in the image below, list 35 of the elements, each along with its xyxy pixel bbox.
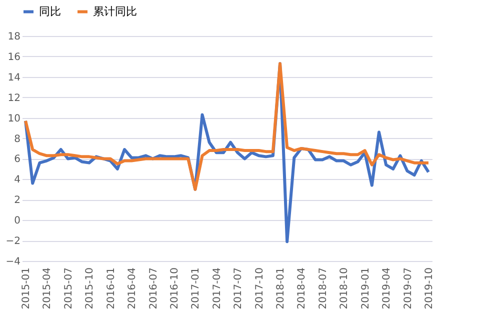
x-tick-label: 2015-01 <box>21 268 32 310</box>
x-tick-label: 2019-10 <box>424 268 435 310</box>
y-tick-label: 18 <box>8 32 20 42</box>
y-tick-label: 12 <box>8 92 20 104</box>
y-tick-label: 14 <box>8 72 20 84</box>
y-tick-label: 4 <box>14 174 20 186</box>
y-tick-label: −4 <box>6 256 20 268</box>
legend-label: 累计同比 <box>93 4 137 18</box>
x-tick-label: 2015-10 <box>84 268 96 310</box>
x-tick-label: 2019-04 <box>382 268 393 310</box>
y-tick-label: −2 <box>6 236 20 248</box>
x-tick-label: 2015-07 <box>63 268 74 310</box>
y-tick-label: 8 <box>14 134 20 145</box>
x-tick-label: 2018-07 <box>318 268 329 310</box>
x-tick-label: 2019-07 <box>402 268 414 310</box>
x-tick-label: 2016-10 <box>169 268 180 310</box>
x-tick-label: 2017-04 <box>212 268 223 310</box>
x-tick-label: 2018-10 <box>339 268 350 310</box>
x-tick-label: 2016-07 <box>148 268 160 310</box>
x-tick-label: 2015-04 <box>42 268 54 310</box>
x-tick-label: 2017-07 <box>233 268 244 310</box>
x-tick-label: 2017-01 <box>190 268 202 310</box>
line-series <box>24 62 430 191</box>
x-tick-label: 2017-10 <box>254 268 266 310</box>
y-tick-label: 2 <box>14 195 20 206</box>
y-tick-label: 0 <box>14 216 20 227</box>
legend-label: 同比 <box>39 4 61 18</box>
y-tick-label: 10 <box>8 113 20 124</box>
x-tick-label: 2016-04 <box>127 268 138 310</box>
y-tick-label: 16 <box>8 52 20 63</box>
x-tick-label: 2018-01 <box>276 268 287 310</box>
x-tick-label: 2016-01 <box>106 268 117 310</box>
y-tick-label: 6 <box>14 154 20 166</box>
x-tick-label: 2018-04 <box>296 268 308 310</box>
x-tick-label: 2019-01 <box>360 268 372 310</box>
